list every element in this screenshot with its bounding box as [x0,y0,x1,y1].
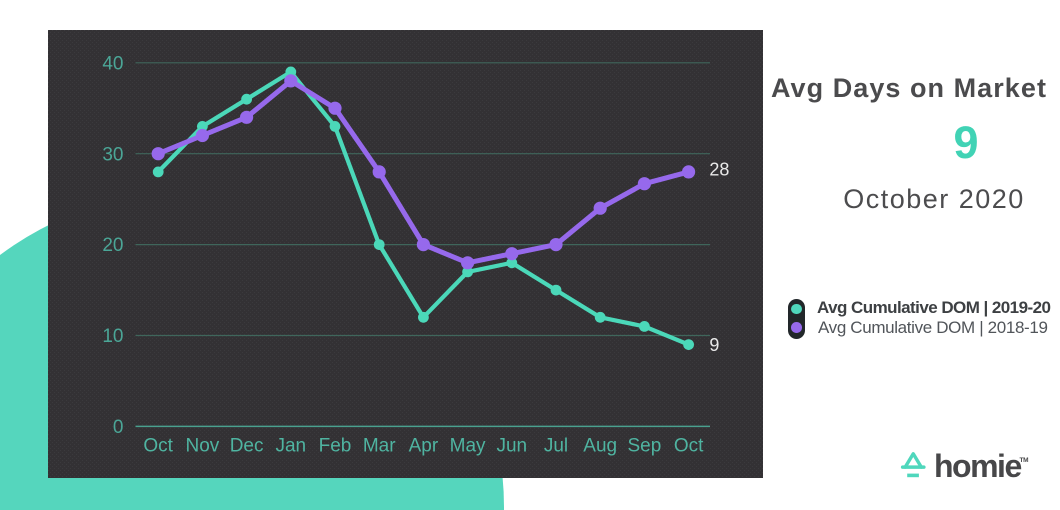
svg-text:30: 30 [102,144,123,165]
svg-text:Aug: Aug [583,436,617,457]
svg-text:Nov: Nov [186,436,220,457]
svg-text:28: 28 [709,159,729,179]
svg-text:Jan: Jan [275,436,306,457]
svg-text:Mar: Mar [363,436,396,457]
svg-text:20: 20 [102,235,123,256]
svg-text:Jul: Jul [544,436,568,457]
svg-text:Oct: Oct [143,436,173,457]
svg-text:Dec: Dec [230,436,264,457]
svg-text:Jun: Jun [496,436,527,457]
svg-text:10: 10 [102,326,123,347]
svg-text:Sep: Sep [627,436,661,457]
svg-text:40: 40 [102,53,123,74]
svg-text:0: 0 [113,417,124,438]
svg-text:May: May [450,436,486,457]
svg-text:Oct: Oct [674,436,704,457]
svg-text:Feb: Feb [319,436,352,457]
svg-text:Apr: Apr [409,436,439,457]
svg-text:9: 9 [709,335,719,355]
